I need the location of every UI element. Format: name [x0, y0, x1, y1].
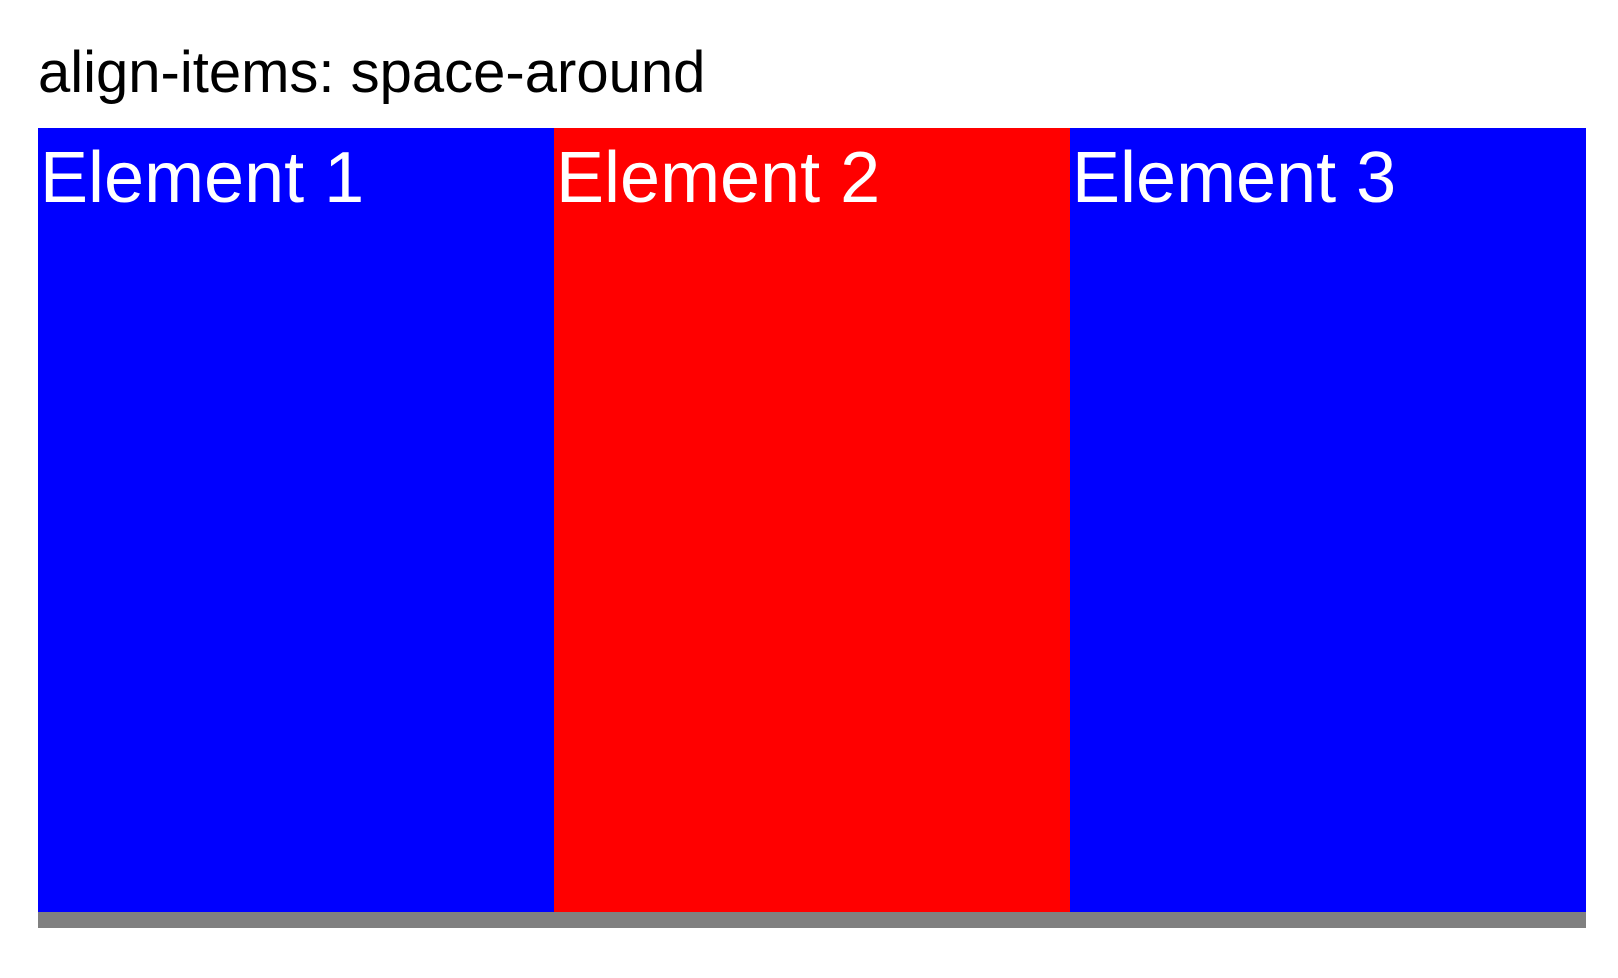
- flex-item-3: Element 3: [1070, 128, 1586, 912]
- page-title: align-items: space-around: [38, 40, 706, 105]
- flex-item-label: Element 3: [1072, 138, 1397, 218]
- flex-container: Element 1 Element 2 Element 3: [38, 128, 1586, 928]
- flex-item-label: Element 1: [40, 138, 365, 218]
- flex-item-1: Element 1: [38, 128, 554, 912]
- flex-item-label: Element 2: [556, 138, 881, 218]
- flex-item-2: Element 2: [554, 128, 1070, 912]
